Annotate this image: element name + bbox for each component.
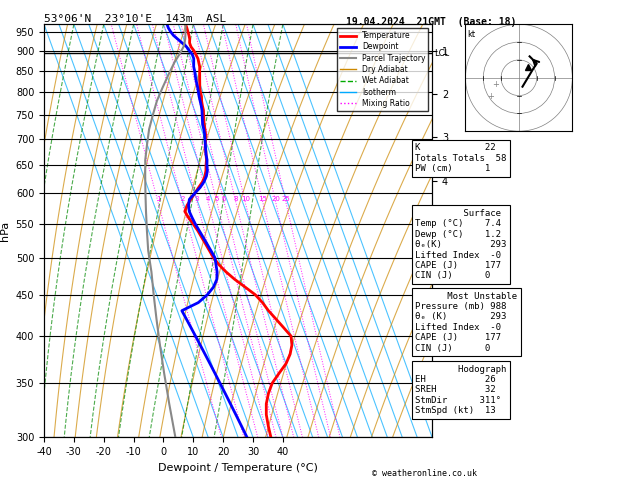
Text: 19.04.2024  21GMT  (Base: 18): 19.04.2024 21GMT (Base: 18) [346,17,516,27]
Text: 8: 8 [233,196,238,202]
Text: 5: 5 [214,196,219,202]
Legend: Temperature, Dewpoint, Parcel Trajectory, Dry Adiabat, Wet Adiabat, Isotherm, Mi: Temperature, Dewpoint, Parcel Trajectory… [337,28,428,111]
Text: Surface
Temp (°C)    7.4
Dewp (°C)    1.2
θₑ(K)         293
Lifted Index  -0
CAP: Surface Temp (°C) 7.4 Dewp (°C) 1.2 θₑ(K… [415,209,506,280]
Text: 3: 3 [195,196,199,202]
Text: +: + [493,80,499,88]
X-axis label: Dewpoint / Temperature (°C): Dewpoint / Temperature (°C) [158,463,318,473]
Text: Most Unstable
Pressure (mb) 988
θₑ (K)        293
Lifted Index  -0
CAPE (J)     : Most Unstable Pressure (mb) 988 θₑ (K) 2… [415,292,517,353]
Text: 4: 4 [206,196,210,202]
Text: 25: 25 [282,196,290,202]
Text: 20: 20 [271,196,280,202]
Y-axis label: km
ASL: km ASL [454,222,476,240]
Text: Hodograph
EH           26
SREH         32
StmDir      311°
StmSpd (kt)  13: Hodograph EH 26 SREH 32 StmDir 311° StmS… [415,364,506,415]
Text: LCL: LCL [433,49,448,58]
Text: 1: 1 [156,196,160,202]
Y-axis label: hPa: hPa [0,221,10,241]
Text: 53°06'N  23°10'E  143m  ASL: 53°06'N 23°10'E 143m ASL [44,14,226,23]
Text: 10: 10 [241,196,250,202]
Text: 2: 2 [180,196,184,202]
Text: kt: kt [467,30,476,39]
Text: © weatheronline.co.uk: © weatheronline.co.uk [372,469,477,478]
Text: +: + [487,92,494,101]
Text: 15: 15 [259,196,267,202]
Text: K            22
Totals Totals  58
PW (cm)      1: K 22 Totals Totals 58 PW (cm) 1 [415,143,506,173]
Text: 6: 6 [222,196,226,202]
